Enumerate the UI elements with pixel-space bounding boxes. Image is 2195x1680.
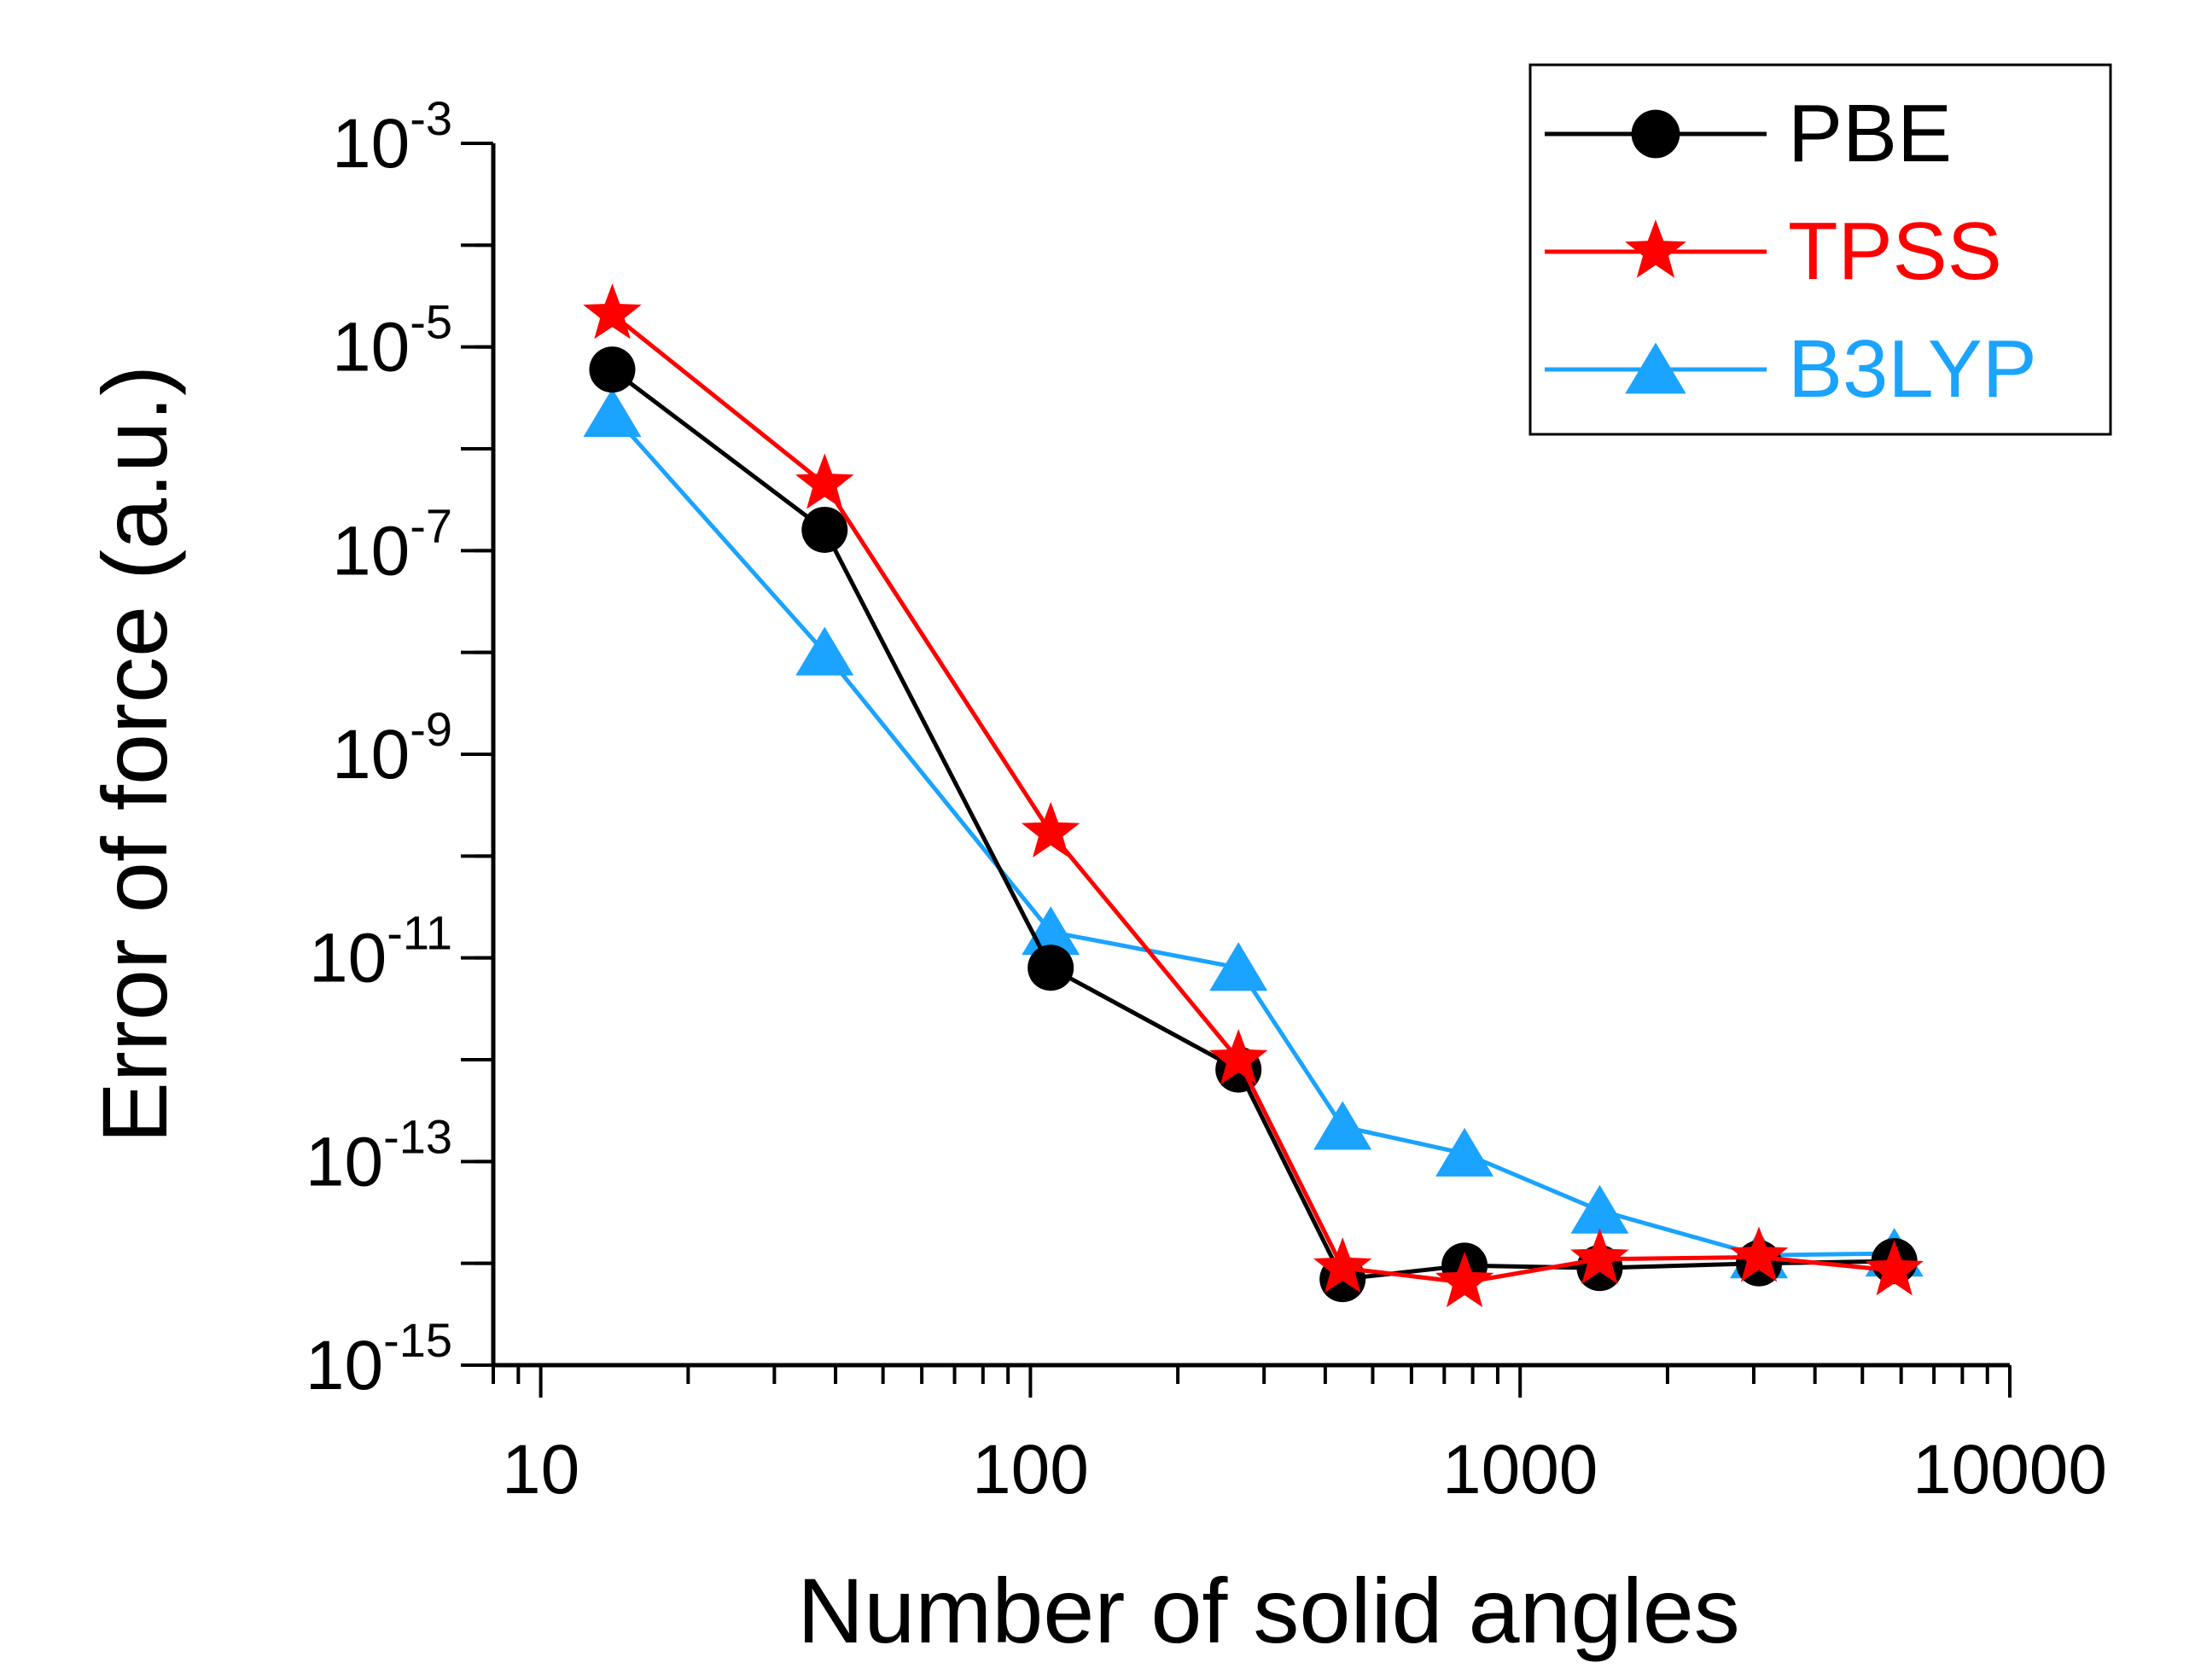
y-tick-label: 10-3	[332, 91, 452, 183]
data-point-tpss	[795, 453, 854, 509]
x-tick-label: 100	[972, 1431, 1089, 1509]
series-b3lyp	[583, 388, 1924, 1279]
data-point-tpss	[1209, 1029, 1268, 1085]
data-point-b3lyp	[1209, 942, 1268, 991]
data-point-b3lyp	[1435, 1127, 1494, 1177]
series-tpss	[583, 283, 1924, 1308]
legend-item-tpss: TPSS	[1545, 206, 2002, 297]
series-layer	[583, 283, 1924, 1308]
data-point-pbe	[1028, 945, 1074, 991]
y-tick-label: 10-9	[332, 702, 452, 793]
data-point-tpss	[1570, 1228, 1629, 1284]
data-point-b3lyp	[583, 388, 642, 438]
y-tick-label-exponent: -9	[410, 702, 452, 756]
data-point-tpss	[1021, 801, 1080, 857]
legend-label-pbe: PBE	[1788, 88, 1952, 179]
legend-marker-pbe	[1631, 109, 1680, 159]
y-tick-label-base: 10	[332, 512, 410, 590]
y-tick-label-exponent: -11	[387, 906, 452, 960]
data-point-b3lyp	[1313, 1101, 1372, 1150]
y-tick-label-base: 10	[306, 1123, 383, 1200]
legend-item-b3lyp: B3LYP	[1545, 323, 2037, 415]
series-line-pbe	[610, 368, 1895, 1282]
y-tick-label-base: 10	[332, 716, 410, 793]
x-tick-label: 1000	[1442, 1431, 1598, 1509]
legend-label-tpss: TPSS	[1788, 206, 2002, 297]
y-tick-label-exponent: -5	[410, 295, 452, 349]
y-tick-label: 10-11	[309, 906, 452, 997]
y-tick-label-base: 10	[309, 920, 387, 997]
legend-item-pbe: PBE	[1545, 88, 1952, 179]
y-tick-label-base: 10	[332, 105, 410, 183]
legend: PBE TPSS B3LYP	[1528, 63, 2112, 436]
y-tick-label: 10-7	[332, 498, 452, 590]
y-tick-label: 10-13	[306, 1109, 452, 1200]
y-axis-title: Error of force (a.u.)	[83, 365, 186, 1143]
data-point-b3lyp	[1570, 1184, 1629, 1234]
y-tick-label: 10-5	[332, 295, 452, 387]
y-tick-label-exponent: -3	[410, 91, 452, 145]
data-point-tpss	[1865, 1240, 1924, 1296]
data-point-pbe	[801, 506, 848, 553]
y-tick-label-base: 10	[306, 1327, 383, 1404]
series-line-tpss	[610, 312, 1895, 1285]
y-tick-label-exponent: -7	[410, 498, 452, 552]
series-pbe	[589, 346, 1918, 1303]
legend-label-b3lyp: B3LYP	[1788, 323, 2037, 415]
data-point-tpss	[1729, 1226, 1789, 1282]
y-tick-label-exponent: -13	[383, 1109, 452, 1163]
legend-marker-b3lyp	[1625, 342, 1686, 394]
x-tick-label: 10	[502, 1431, 579, 1509]
y-tick-label-base: 10	[332, 309, 410, 387]
y-tick-label-exponent: -15	[383, 1313, 452, 1367]
x-tick-label: 10000	[1913, 1431, 2107, 1509]
data-point-tpss	[1435, 1252, 1494, 1308]
data-point-pbe	[589, 346, 636, 393]
data-point-tpss	[1313, 1237, 1372, 1293]
y-tick-label: 10-15	[306, 1313, 452, 1404]
data-point-tpss	[583, 283, 642, 340]
legend-marker-tpss	[1625, 219, 1686, 278]
data-point-b3lyp	[795, 626, 854, 676]
x-axis-title: Number of solid angles	[797, 1559, 1740, 1662]
